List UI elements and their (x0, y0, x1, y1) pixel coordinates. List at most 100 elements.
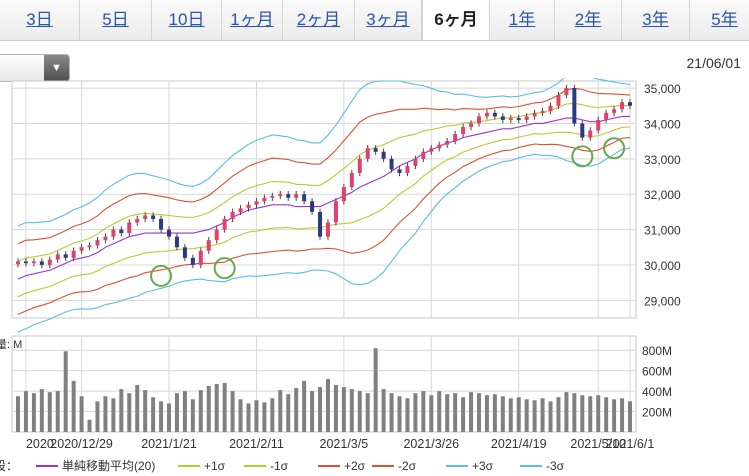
volume-bar (572, 393, 577, 432)
highlight-circle-marker (150, 264, 173, 287)
volume-bar (389, 393, 394, 432)
candle-body (572, 88, 577, 124)
minus-1-sigma-line (17, 126, 631, 298)
tab-period-1[interactable]: 3日 (0, 0, 80, 40)
volume-bar (23, 391, 28, 432)
x-tick-label: 2021/3/5 (320, 437, 369, 451)
volume-bar (246, 403, 251, 432)
candle-body (437, 144, 442, 149)
price-plot-area (11, 80, 637, 319)
candle-body (484, 112, 489, 117)
volume-bar (405, 398, 410, 432)
volume-bar (413, 393, 418, 432)
volume-bar (103, 396, 108, 432)
candle-body (476, 116, 481, 124)
volume-bar (16, 396, 20, 432)
volume-bar (628, 401, 632, 432)
candle-body (262, 197, 267, 202)
tab-period-7[interactable]: 6ヶ月 (422, 0, 490, 40)
candle-body (39, 261, 44, 265)
candle-body (580, 123, 585, 138)
candle-body (286, 194, 291, 198)
candle-body (413, 158, 418, 166)
chevron-down-icon[interactable]: ▼ (44, 55, 69, 81)
candle-body (516, 118, 521, 120)
sma20-line (17, 115, 630, 280)
tab-period-11[interactable]: 5年 (690, 0, 749, 40)
candle-body (182, 247, 187, 258)
candle-body (230, 211, 235, 219)
volume-bar (55, 391, 60, 432)
candle-body (548, 105, 553, 112)
volume-bar (294, 388, 299, 432)
candle-body (588, 130, 593, 138)
candle-body (71, 250, 76, 258)
volume-bar (63, 351, 68, 432)
y-tick-label: 34,000 (644, 117, 681, 131)
volume-bar (373, 348, 378, 432)
tab-period-4[interactable]: 1ヶ月 (222, 0, 283, 40)
volume-bar (365, 393, 370, 432)
tab-period-9[interactable]: 2年 (555, 0, 622, 40)
volume-bar (174, 393, 179, 432)
volume-bar (318, 387, 323, 432)
volume-bar (564, 392, 569, 432)
volume-bar (484, 395, 489, 432)
tab-period-10[interactable]: 3年 (622, 0, 690, 40)
candle-body (397, 169, 402, 173)
tab-period-5[interactable]: 2ヶ月 (283, 0, 355, 40)
volume-bar (310, 391, 315, 432)
legend-swatch (178, 465, 200, 467)
y-tick-label: 29,000 (644, 294, 681, 308)
volume-bar (190, 399, 195, 432)
candle-body (151, 215, 156, 219)
volume-bar (31, 393, 36, 432)
candle-body (628, 102, 632, 106)
tab-period-2[interactable]: 5日 (80, 0, 152, 40)
volume-bar (357, 391, 362, 432)
candle-body (318, 211, 323, 237)
highlight-circle-marker (603, 137, 626, 160)
legend-swatch (244, 465, 266, 467)
tab-period-6[interactable]: 3ヶ月 (355, 0, 422, 40)
candle-body (373, 148, 378, 152)
candle-body (564, 88, 569, 96)
volume-bar (421, 391, 426, 432)
candle-body (95, 240, 100, 246)
legend-item-label: +2σ (344, 459, 366, 473)
legend-swatch (318, 465, 340, 467)
x-tick-label: 2021/6/1 (606, 437, 655, 451)
candle-body (63, 254, 68, 258)
candle-body (23, 261, 28, 264)
volume-bar (381, 389, 386, 432)
candle-body (508, 118, 513, 120)
plus-1-sigma-line (17, 102, 631, 262)
legend-item-label: +1σ (204, 459, 226, 473)
tab-period-3[interactable]: 10日 (152, 0, 222, 40)
candle-body (254, 201, 259, 205)
volume-bar (47, 392, 52, 432)
candle-body (103, 236, 108, 241)
chart-legend: 設： 単純移動平均(20) +1σ -1σ +2σ -2σ +3σ -3σ (0, 456, 749, 476)
candle-body (278, 194, 283, 196)
volume-bar (429, 395, 434, 432)
candle-body (469, 123, 474, 127)
candle-body (238, 208, 243, 212)
volume-bar (453, 393, 458, 432)
volume-bar (238, 399, 243, 432)
candle-body (47, 259, 52, 265)
tab-period-8[interactable]: 1年 (490, 0, 555, 40)
x-tick-label: 2020/12/29 (50, 437, 113, 451)
volume-bar (341, 387, 346, 432)
volume-bar (230, 391, 235, 432)
legend-item-label: +3σ (472, 459, 494, 473)
y-tick-label: 35,000 (644, 82, 681, 96)
candle-body (389, 158, 394, 170)
candle-body (246, 204, 251, 209)
volume-bar (604, 397, 609, 432)
plus-2-sigma-line (17, 87, 631, 245)
volume-tick-label: 400M (642, 385, 672, 399)
candle-body (381, 151, 386, 159)
candle-body (159, 218, 164, 230)
volume-bar (151, 397, 156, 432)
